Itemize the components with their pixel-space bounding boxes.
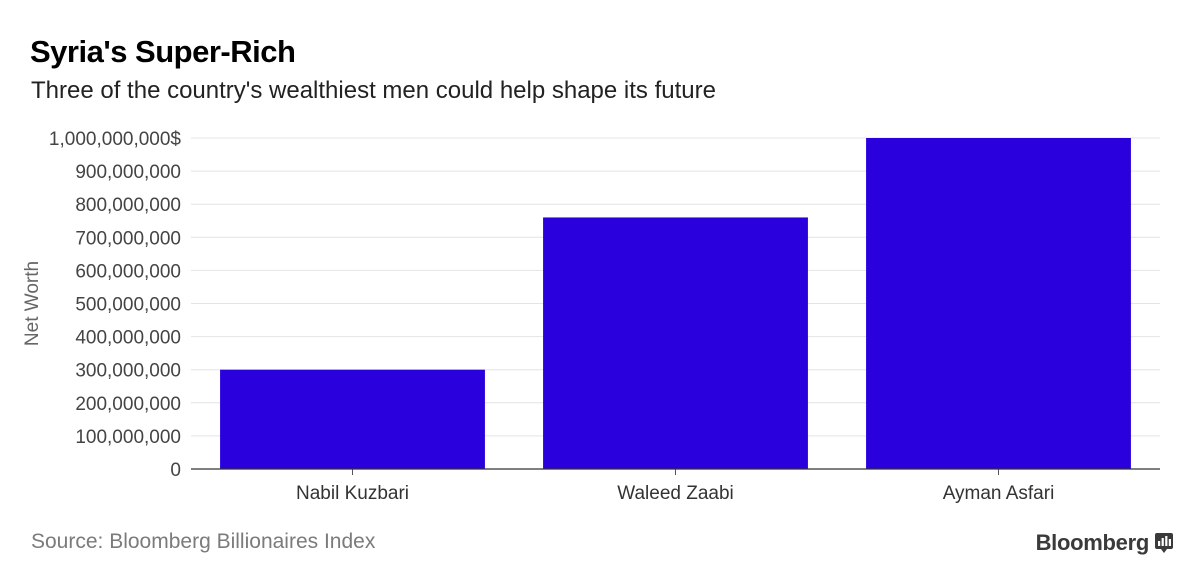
bloomberg-logo: Bloomberg: [1036, 530, 1173, 556]
bloomberg-chart-icon: [1155, 533, 1173, 553]
chart-title: Syria's Super-Rich: [30, 34, 296, 69]
chart-subtitle: Three of the country's wealthiest men co…: [31, 77, 716, 104]
bar: [866, 138, 1131, 469]
bar: [220, 369, 485, 469]
y-tick-label: 100,000,000: [75, 427, 181, 448]
y-tick-label: 200,000,000: [75, 394, 181, 415]
y-tick-label: 300,000,000: [75, 361, 181, 382]
y-tick-label: 1,000,000,000$: [49, 129, 182, 150]
y-tick-label: 0: [170, 460, 181, 481]
y-tick-label: 700,000,000: [75, 228, 181, 249]
bar: [543, 217, 808, 469]
x-tick-label: Waleed Zaabi: [617, 483, 734, 504]
y-tick-label: 800,000,000: [75, 195, 181, 216]
y-tick-label: 500,000,000: [75, 295, 181, 316]
source-note: Source: Bloomberg Billionaires Index: [31, 530, 376, 553]
brand-name: Bloomberg: [1035, 530, 1150, 555]
y-tick-label: 600,000,000: [75, 261, 181, 282]
y-axis-label: Net Worth: [22, 261, 43, 346]
x-tick-label: Nabil Kuzbari: [296, 483, 409, 504]
y-tick-label: 400,000,000: [75, 328, 181, 349]
x-tick-label: Ayman Asfari: [943, 483, 1055, 504]
y-tick-label: 900,000,000: [75, 162, 181, 183]
